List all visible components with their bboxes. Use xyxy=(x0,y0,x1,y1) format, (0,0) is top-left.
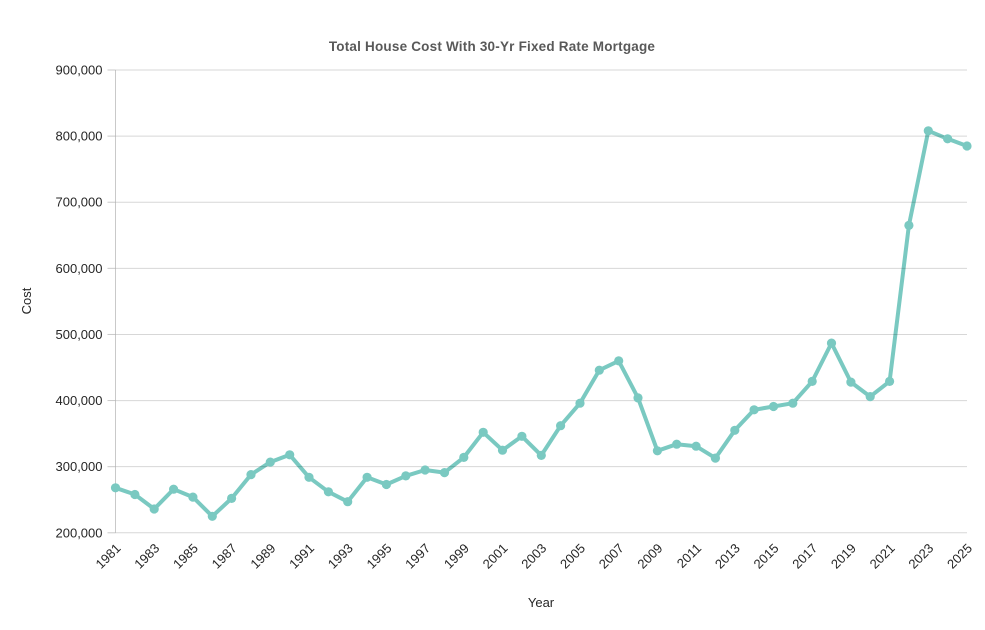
x-tick-label: 2025 xyxy=(944,541,975,572)
data-point xyxy=(943,134,953,144)
y-axis-title: Cost xyxy=(19,287,34,314)
data-point xyxy=(149,504,159,514)
data-point xyxy=(691,441,701,451)
x-tick-label: 1983 xyxy=(131,541,162,572)
x-tick-label: 2005 xyxy=(557,541,588,572)
data-point xyxy=(633,393,643,403)
data-point xyxy=(323,487,333,497)
x-tick-label: 1989 xyxy=(247,541,278,572)
data-point xyxy=(362,472,372,482)
gridlines-layer xyxy=(115,69,967,534)
x-tick-label: 2013 xyxy=(712,541,743,572)
data-point xyxy=(285,450,295,460)
axes-layer xyxy=(107,69,116,534)
data-point xyxy=(536,450,546,460)
data-point xyxy=(556,421,566,431)
data-point xyxy=(497,445,508,455)
data-point xyxy=(749,405,759,415)
y-tick-label: 900,000 xyxy=(56,63,103,78)
data-point xyxy=(923,126,933,136)
data-point xyxy=(594,365,604,375)
x-tick-label: 1985 xyxy=(170,541,201,572)
x-tick-label: 2007 xyxy=(596,541,627,572)
y-tick-label: 800,000 xyxy=(56,129,103,144)
x-tick-label: 2009 xyxy=(634,541,665,572)
data-point xyxy=(788,398,798,408)
data-point xyxy=(459,452,469,462)
data-point xyxy=(420,465,430,475)
x-tick-label: 1981 xyxy=(93,541,124,572)
y-tick-label: 600,000 xyxy=(56,261,103,276)
x-tick-label: 2019 xyxy=(828,541,859,572)
y-tick-label: 500,000 xyxy=(56,327,103,342)
x-tick-label: 2003 xyxy=(518,541,549,572)
x-tick-label: 1999 xyxy=(441,541,472,572)
data-point xyxy=(381,479,391,490)
data-point xyxy=(710,453,721,463)
x-tick-label: 2021 xyxy=(867,541,898,572)
x-axis-title: Year xyxy=(528,595,555,610)
chart-title: Total House Cost With 30-Yr Fixed Rate M… xyxy=(329,39,656,54)
data-points-layer xyxy=(110,126,972,521)
x-tick-label: 1995 xyxy=(363,541,394,572)
data-point xyxy=(478,427,488,437)
data-point xyxy=(865,392,875,402)
x-tick-label: 1987 xyxy=(209,541,240,572)
data-point xyxy=(439,468,450,478)
data-point xyxy=(885,376,895,386)
data-point xyxy=(265,457,275,467)
data-point xyxy=(517,431,527,441)
x-tick-label: 2023 xyxy=(905,541,936,572)
data-point xyxy=(207,511,217,521)
data-point xyxy=(130,489,140,500)
y-tick-label: 300,000 xyxy=(56,459,103,474)
data-point xyxy=(169,484,179,494)
data-point xyxy=(227,493,237,503)
data-point xyxy=(672,439,682,449)
data-point xyxy=(110,483,121,493)
data-point xyxy=(401,471,411,481)
data-point xyxy=(652,446,663,456)
data-point xyxy=(575,398,585,408)
data-point xyxy=(730,425,740,435)
x-tick-label: 2011 xyxy=(674,541,704,571)
data-point xyxy=(188,492,198,502)
tick-labels-layer: 200,000 300,000 400,000 500,000 600,000 700,0… xyxy=(56,63,976,572)
x-tick-label: 2001 xyxy=(480,541,511,572)
data-point xyxy=(614,356,624,366)
data-point xyxy=(768,401,779,412)
y-tick-label: 700,000 xyxy=(56,195,103,210)
data-point xyxy=(807,376,817,386)
x-tick-label: 1993 xyxy=(325,541,356,572)
y-tick-label: 200,000 xyxy=(56,525,103,540)
x-tick-label: 1997 xyxy=(402,541,433,572)
data-point xyxy=(304,472,314,482)
data-point xyxy=(846,377,856,387)
data-point xyxy=(246,470,256,480)
data-point xyxy=(904,220,914,230)
x-tick-label: 1991 xyxy=(286,541,317,572)
x-tick-label: 2015 xyxy=(751,541,782,572)
data-point xyxy=(343,497,353,507)
data-point xyxy=(962,141,972,151)
y-tick-label: 400,000 xyxy=(56,393,103,408)
data-point xyxy=(826,338,837,348)
x-tick-label: 2017 xyxy=(789,541,820,572)
